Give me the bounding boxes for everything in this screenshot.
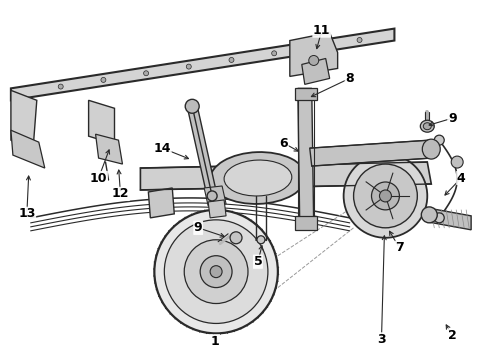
Text: 9: 9 bbox=[448, 112, 457, 125]
Circle shape bbox=[58, 84, 63, 89]
Text: 5: 5 bbox=[253, 255, 262, 268]
Polygon shape bbox=[148, 188, 174, 218]
Circle shape bbox=[315, 44, 319, 49]
Polygon shape bbox=[187, 105, 217, 197]
Circle shape bbox=[186, 64, 191, 69]
Polygon shape bbox=[141, 162, 431, 190]
Circle shape bbox=[154, 210, 278, 333]
Circle shape bbox=[207, 191, 217, 201]
Ellipse shape bbox=[420, 120, 434, 132]
Polygon shape bbox=[295, 216, 317, 230]
Text: 6: 6 bbox=[279, 137, 288, 150]
Circle shape bbox=[229, 58, 234, 62]
Circle shape bbox=[200, 256, 232, 288]
Circle shape bbox=[271, 51, 277, 56]
Circle shape bbox=[354, 164, 417, 228]
Polygon shape bbox=[89, 100, 115, 144]
Circle shape bbox=[343, 154, 427, 238]
Circle shape bbox=[144, 71, 148, 76]
Text: 7: 7 bbox=[395, 241, 404, 254]
Circle shape bbox=[434, 135, 444, 145]
Polygon shape bbox=[11, 90, 37, 152]
Circle shape bbox=[185, 99, 199, 113]
Circle shape bbox=[184, 240, 248, 303]
Circle shape bbox=[371, 182, 399, 210]
Polygon shape bbox=[11, 28, 394, 100]
Ellipse shape bbox=[210, 152, 306, 204]
Polygon shape bbox=[302, 58, 330, 84]
Circle shape bbox=[434, 213, 444, 223]
Polygon shape bbox=[11, 130, 45, 168]
Text: 4: 4 bbox=[457, 171, 465, 185]
Text: 12: 12 bbox=[112, 188, 129, 201]
Polygon shape bbox=[96, 134, 122, 164]
Text: 2: 2 bbox=[448, 329, 457, 342]
Circle shape bbox=[451, 156, 463, 168]
Circle shape bbox=[379, 190, 392, 202]
Circle shape bbox=[164, 220, 268, 323]
Circle shape bbox=[257, 236, 265, 244]
Ellipse shape bbox=[423, 123, 431, 130]
Circle shape bbox=[101, 77, 106, 82]
Polygon shape bbox=[204, 186, 226, 206]
Circle shape bbox=[309, 55, 318, 66]
Ellipse shape bbox=[422, 139, 440, 159]
Text: 3: 3 bbox=[377, 333, 386, 346]
Text: 1: 1 bbox=[211, 335, 220, 348]
Circle shape bbox=[421, 207, 437, 223]
Circle shape bbox=[230, 232, 242, 244]
Text: 8: 8 bbox=[345, 72, 354, 85]
Text: 9: 9 bbox=[194, 221, 202, 234]
Circle shape bbox=[210, 266, 222, 278]
Polygon shape bbox=[208, 200, 226, 218]
Text: 10: 10 bbox=[90, 171, 107, 185]
Circle shape bbox=[357, 37, 362, 42]
Text: 13: 13 bbox=[18, 207, 36, 220]
Polygon shape bbox=[298, 88, 314, 228]
Polygon shape bbox=[427, 208, 471, 230]
Text: 11: 11 bbox=[313, 24, 330, 37]
Polygon shape bbox=[310, 140, 431, 166]
Polygon shape bbox=[290, 32, 338, 76]
Polygon shape bbox=[295, 88, 317, 100]
Text: 14: 14 bbox=[153, 141, 171, 155]
Ellipse shape bbox=[224, 160, 292, 196]
